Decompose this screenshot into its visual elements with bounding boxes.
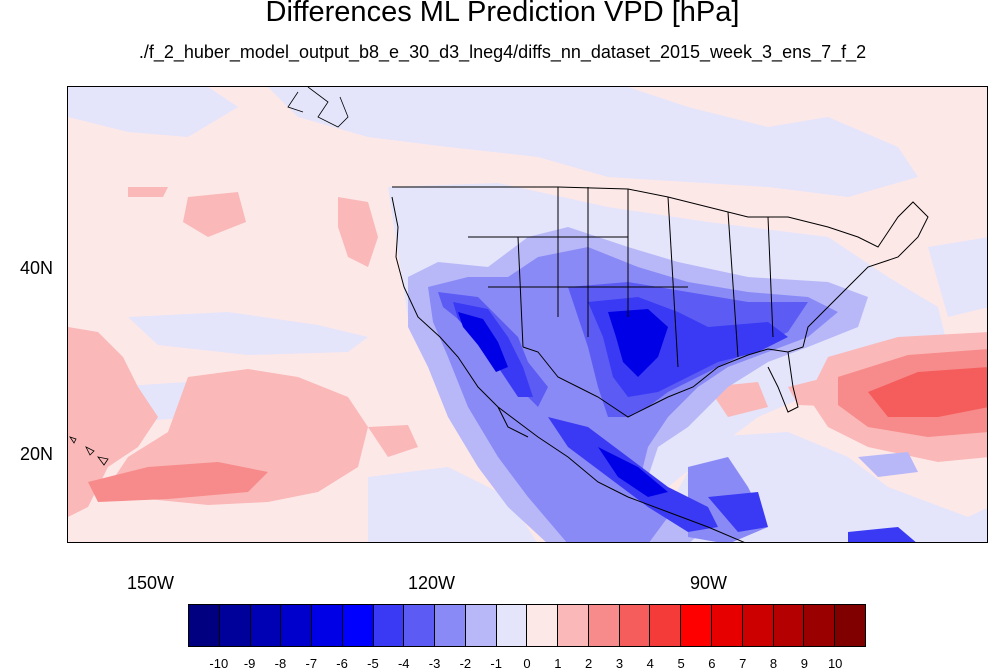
colorbar-segment xyxy=(742,605,774,646)
colorbar-tick-label: -3 xyxy=(428,656,441,671)
colorbar-tick-label: -6 xyxy=(336,656,348,671)
colorbar-tick-label: 5 xyxy=(677,656,685,671)
colorbar-segment xyxy=(681,605,713,646)
colorbar-tick-label: 8 xyxy=(769,656,778,671)
colorbar-tick-label: 6 xyxy=(708,656,716,671)
colorbar-segment xyxy=(404,605,436,646)
coastlines-borders xyxy=(391,186,929,542)
colorbar-tick-label: -7 xyxy=(305,656,318,671)
colorbar-segment xyxy=(465,605,497,646)
colorbar-segment xyxy=(496,605,528,646)
colorbar-tick-label: -8 xyxy=(274,656,287,671)
colorbar-tick-label: -9 xyxy=(243,656,256,671)
colorbar-segment xyxy=(189,605,220,646)
figure-subtitle: ./f_2_huber_model_output_b8_e_30_d3_lneg… xyxy=(138,42,867,62)
colorbar-tick-label: 0 xyxy=(523,656,531,671)
colorbar-segment xyxy=(712,605,743,646)
lon-label-90w: 90W xyxy=(690,573,728,593)
colorbar-segment xyxy=(219,605,251,646)
colorbar-segment xyxy=(373,605,405,646)
lat-label-20n: 20N xyxy=(20,444,54,464)
colorbar-tick-label: -10 xyxy=(209,656,229,671)
contour-minus4-6 xyxy=(438,282,916,542)
coastline-northwest xyxy=(287,87,349,128)
colorbar-segment xyxy=(558,605,589,646)
colorbar-tick-label: 10 xyxy=(827,656,843,671)
contour-positive xyxy=(68,187,987,517)
colorbar-segment xyxy=(281,605,313,646)
vpd-difference-map xyxy=(68,87,987,542)
colorbar-segment xyxy=(342,605,374,646)
map-panel xyxy=(67,86,988,543)
colorbar xyxy=(188,604,866,647)
lon-label-150w: 150W xyxy=(127,573,175,593)
colorbar-segment xyxy=(650,605,682,646)
lon-label-120w: 120W xyxy=(408,573,456,593)
colorbar-tick-label: -2 xyxy=(459,656,472,671)
coastline-hawaii xyxy=(69,436,109,466)
colorbar-tick-label: -1 xyxy=(490,656,502,671)
colorbar-tick-label: 4 xyxy=(646,656,654,671)
colorbar-tick-label: 2 xyxy=(585,656,593,671)
colorbar-tick-label: 1 xyxy=(554,656,562,671)
colorbar-tick-label: 7 xyxy=(739,656,747,671)
colorbar-segment xyxy=(435,605,466,646)
colorbar-segment xyxy=(588,605,620,646)
colorbar-segment xyxy=(804,605,836,646)
colorbar-segment xyxy=(835,605,865,646)
lat-label-40n: 40N xyxy=(20,258,54,278)
colorbar-segment xyxy=(250,605,282,646)
colorbar-segment xyxy=(619,605,651,646)
colorbar-tick-label: -4 xyxy=(397,656,410,671)
colorbar-segment xyxy=(527,605,559,646)
colorbar-segment xyxy=(773,605,805,646)
colorbar-segment xyxy=(312,605,343,646)
colorbar-tick-label: 3 xyxy=(615,656,624,671)
figure-title: Differences ML Prediction VPD [hPa] xyxy=(265,0,740,28)
colorbar-tick-label: 9 xyxy=(800,656,808,671)
colorbar-tick-label: -5 xyxy=(367,656,379,671)
